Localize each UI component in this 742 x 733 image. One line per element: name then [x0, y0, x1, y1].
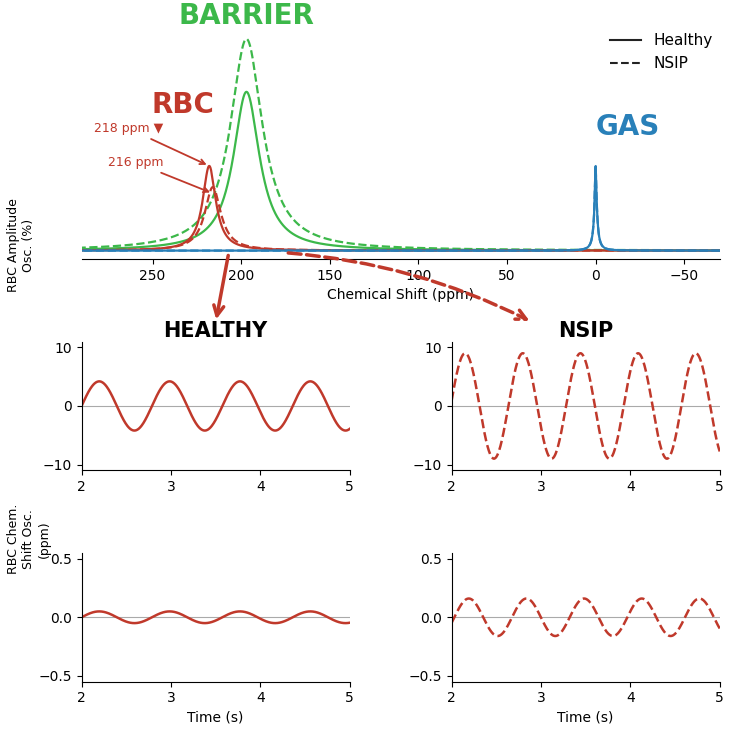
Text: 218 ppm ▼: 218 ppm ▼	[94, 122, 205, 164]
Text: GAS: GAS	[595, 113, 660, 141]
Text: BARRIER: BARRIER	[179, 2, 315, 31]
Title: NSIP: NSIP	[558, 321, 614, 342]
X-axis label: Time (s): Time (s)	[557, 711, 614, 725]
X-axis label: Chemical Shift (ppm): Chemical Shift (ppm)	[327, 288, 474, 302]
Text: 216 ppm: 216 ppm	[108, 156, 209, 192]
Text: RBC: RBC	[151, 92, 214, 119]
X-axis label: Time (s): Time (s)	[188, 711, 244, 725]
Text: RBC Chem.
Shift Osc.
(ppm): RBC Chem. Shift Osc. (ppm)	[7, 504, 50, 574]
Legend: Healthy, NSIP: Healthy, NSIP	[604, 27, 718, 77]
Text: RBC Amplitude
Osc. (%): RBC Amplitude Osc. (%)	[7, 199, 36, 292]
Title: HEALTHY: HEALTHY	[163, 321, 268, 342]
